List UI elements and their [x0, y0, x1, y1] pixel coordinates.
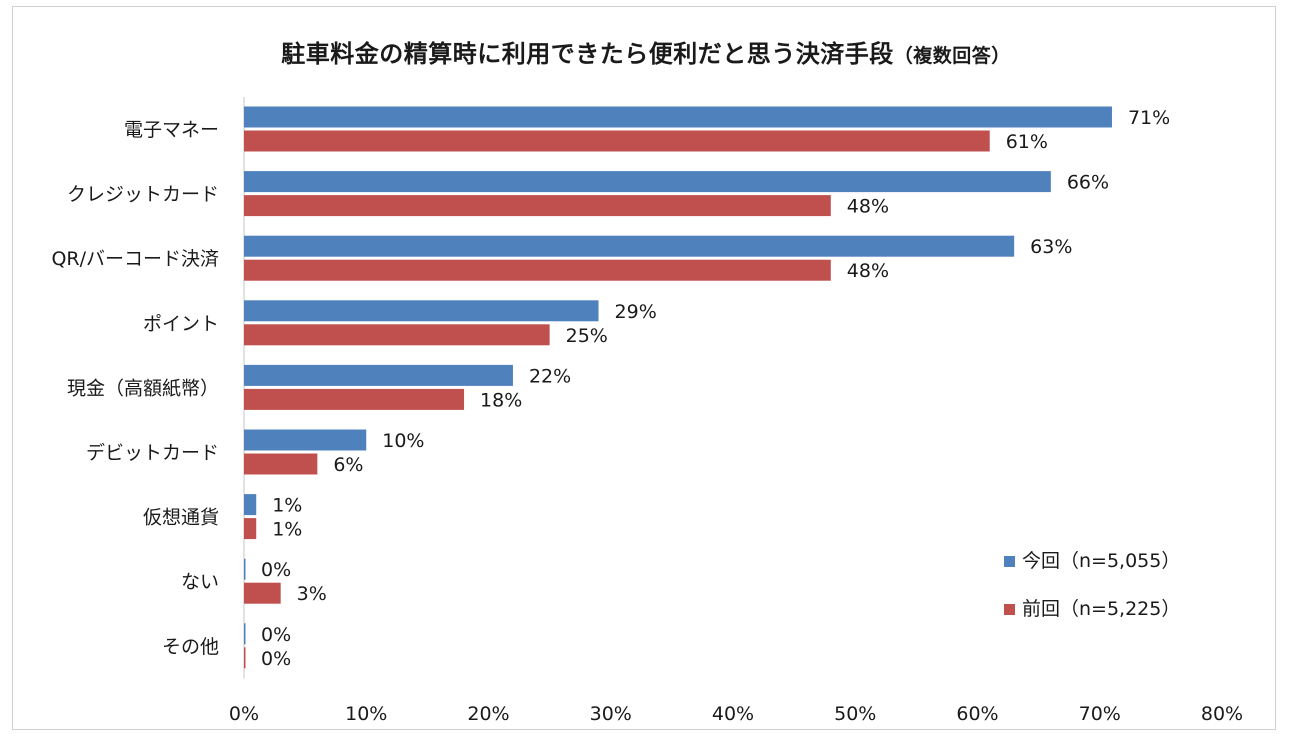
bar-current [244, 235, 1015, 257]
data-label: 48% [847, 260, 889, 282]
data-label: 10% [382, 430, 424, 452]
data-label: 22% [529, 365, 571, 387]
category-label: 電子マネー [124, 119, 219, 141]
bar-previous [244, 582, 281, 604]
bar-current [244, 106, 1112, 128]
data-label: 63% [1030, 236, 1072, 258]
chart-title-main: 駐車料金の精算時に利用できたら便利だと思う決済手段 [281, 40, 894, 68]
data-label: 48% [847, 196, 889, 218]
data-label: 0% [261, 648, 291, 670]
x-tick-label: 10% [345, 703, 387, 725]
data-label: 66% [1067, 172, 1109, 194]
data-label: 29% [615, 301, 657, 323]
chart-title: 駐車料金の精算時に利用できたら便利だと思う決済手段（複数回答） [0, 34, 1292, 69]
category-label: デビットカード [86, 442, 219, 464]
bar-previous [244, 388, 465, 410]
bar-previous [244, 259, 831, 281]
category-label: ない [181, 571, 219, 593]
data-label: 0% [261, 559, 291, 581]
data-label: 18% [480, 389, 522, 411]
bar-current [244, 558, 246, 580]
bar-current [244, 494, 257, 516]
x-tick-label: 20% [467, 703, 509, 725]
category-label: 仮想通貨 [143, 507, 219, 529]
data-label: 0% [261, 624, 291, 646]
category-label: QR/バーコード決済 [51, 248, 219, 270]
bar-current [244, 364, 513, 386]
legend-swatch [1004, 604, 1015, 615]
data-label: 1% [272, 519, 302, 541]
bar-previous [244, 195, 831, 217]
data-label: 1% [272, 495, 302, 517]
x-tick-label: 40% [712, 703, 754, 725]
data-label: 61% [1006, 131, 1048, 153]
category-label: ポイント [143, 313, 219, 335]
bar-previous [244, 647, 246, 669]
x-tick-label: 80% [1201, 703, 1243, 725]
x-tick-label: 70% [1079, 703, 1121, 725]
category-label: その他 [162, 636, 219, 658]
legend-label: 前回（n=5,225） [1022, 598, 1180, 620]
bar-previous [244, 324, 550, 346]
chart-title-suffix: （複数回答） [893, 45, 1011, 67]
data-label: 71% [1128, 107, 1170, 129]
bar-current [244, 429, 367, 451]
x-tick-label: 50% [834, 703, 876, 725]
legend-swatch [1004, 556, 1015, 567]
category-label: 現金（高額紙幣） [67, 377, 219, 399]
x-tick-label: 60% [956, 703, 998, 725]
bar-previous [244, 453, 318, 475]
data-label: 6% [333, 454, 363, 476]
x-tick-label: 0% [229, 703, 259, 725]
data-label: 3% [297, 583, 327, 605]
bar-previous [244, 518, 257, 540]
x-tick-label: 30% [590, 703, 632, 725]
bar-current [244, 623, 246, 645]
bar-current [244, 171, 1051, 193]
category-label: クレジットカード [67, 184, 219, 206]
legend-label: 今回（n=5,055） [1022, 550, 1180, 572]
bar-previous [244, 130, 990, 152]
bar-current [244, 300, 599, 322]
data-label: 25% [566, 325, 608, 347]
